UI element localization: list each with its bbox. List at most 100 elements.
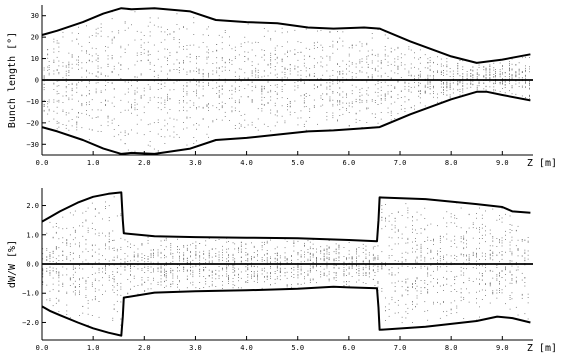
particle-dot: [165, 285, 167, 287]
particle-dot: [43, 76, 45, 78]
particle-dot: [49, 256, 51, 258]
particle-dot: [388, 309, 390, 310]
particle-dot: [55, 258, 57, 260]
particle-dot: [326, 248, 328, 250]
particle-dot: [367, 50, 369, 52]
particle-dot: [305, 93, 307, 94]
particle-dot: [81, 67, 83, 69]
particle-dot: [218, 109, 220, 111]
particle-dot: [356, 258, 357, 259]
particle-dot: [351, 84, 353, 86]
particle-dot: [505, 303, 506, 305]
particle-dot: [238, 122, 240, 124]
particle-dot: [55, 231, 57, 233]
particle-dot: [247, 254, 249, 256]
particle-dot: [297, 264, 299, 266]
particle-dot: [525, 77, 526, 79]
particle-dot: [193, 70, 195, 72]
particle-dot: [309, 68, 311, 69]
particle-dot: [108, 265, 110, 266]
particle-dot: [479, 278, 480, 280]
particle-dot: [404, 64, 406, 66]
particle-dot: [502, 72, 503, 74]
particle-dot: [476, 267, 477, 269]
particle-dot: [476, 217, 477, 219]
particle-dot: [348, 65, 350, 67]
particle-dot: [499, 76, 501, 78]
particle-dot: [94, 272, 96, 274]
particle-dot: [221, 57, 223, 58]
particle-dot: [337, 48, 338, 50]
particle-dot: [261, 268, 263, 270]
particle-dot: [481, 273, 483, 274]
particle-dot: [208, 238, 210, 239]
particle-dot: [284, 257, 286, 259]
particle-dot: [244, 77, 246, 79]
particle-dot: [52, 251, 54, 253]
particle-dot: [270, 109, 272, 111]
particle-dot: [113, 105, 115, 107]
particle-dot: [257, 75, 259, 77]
particle-dot: [251, 42, 253, 44]
particle-dot: [418, 84, 420, 86]
particle-dot: [136, 123, 138, 125]
particle-dot: [397, 68, 399, 70]
particle-dot: [366, 108, 368, 110]
particle-dot: [416, 285, 418, 287]
particle-dot: [466, 268, 467, 270]
particle-dot: [368, 259, 370, 261]
particle-dot: [320, 97, 322, 99]
particle-dot: [85, 282, 87, 284]
particle-dot: [380, 90, 382, 91]
particle-dot: [377, 256, 379, 258]
particle-dot: [515, 262, 517, 263]
particle-dot: [170, 243, 172, 244]
particle-dot: [407, 294, 409, 296]
particle-dot: [439, 248, 441, 249]
particle-dot: [147, 259, 149, 260]
particle-dot: [113, 260, 115, 261]
particle-dot: [149, 131, 151, 132]
particle-dot: [66, 239, 68, 240]
particle-dot: [505, 239, 506, 240]
particle-dot: [489, 282, 491, 284]
particle-dot: [489, 250, 491, 251]
particle-dot: [351, 266, 353, 268]
particle-dot: [457, 68, 459, 70]
particle-dot: [450, 216, 452, 218]
particle-dot: [136, 91, 138, 93]
particle-dot: [293, 243, 295, 244]
particle-dot: [178, 110, 180, 112]
particle-dot: [346, 102, 347, 104]
particle-dot: [384, 55, 386, 57]
particle-dot: [329, 86, 331, 88]
particle-dot: [53, 41, 55, 43]
particle-dot: [312, 265, 314, 267]
particle-dot: [251, 271, 252, 272]
particle-dot: [251, 256, 252, 257]
particle-dot: [251, 75, 253, 77]
particle-dot: [337, 41, 338, 43]
particle-dot: [362, 272, 364, 274]
particle-dot: [206, 46, 208, 48]
particle-dot: [493, 62, 495, 64]
particle-dot: [228, 248, 229, 250]
particle-dot: [211, 283, 213, 285]
particle-dot: [437, 101, 438, 103]
particle-dot: [312, 243, 314, 245]
particle-dot: [178, 70, 180, 71]
particle-dot: [361, 94, 363, 96]
particle-dot: [481, 299, 483, 300]
particle-dot: [49, 252, 51, 253]
particle-dot: [525, 86, 526, 88]
particle-dot: [509, 69, 510, 71]
particle-dot: [529, 66, 530, 68]
particle-dot: [42, 267, 44, 269]
particle-dot: [415, 306, 416, 308]
particle-dot: [427, 82, 429, 84]
particle-dot: [147, 261, 149, 262]
particle-dot: [433, 61, 434, 63]
particle-dot: [527, 241, 529, 243]
particle-dot: [91, 61, 93, 63]
particle-dot: [100, 30, 102, 32]
